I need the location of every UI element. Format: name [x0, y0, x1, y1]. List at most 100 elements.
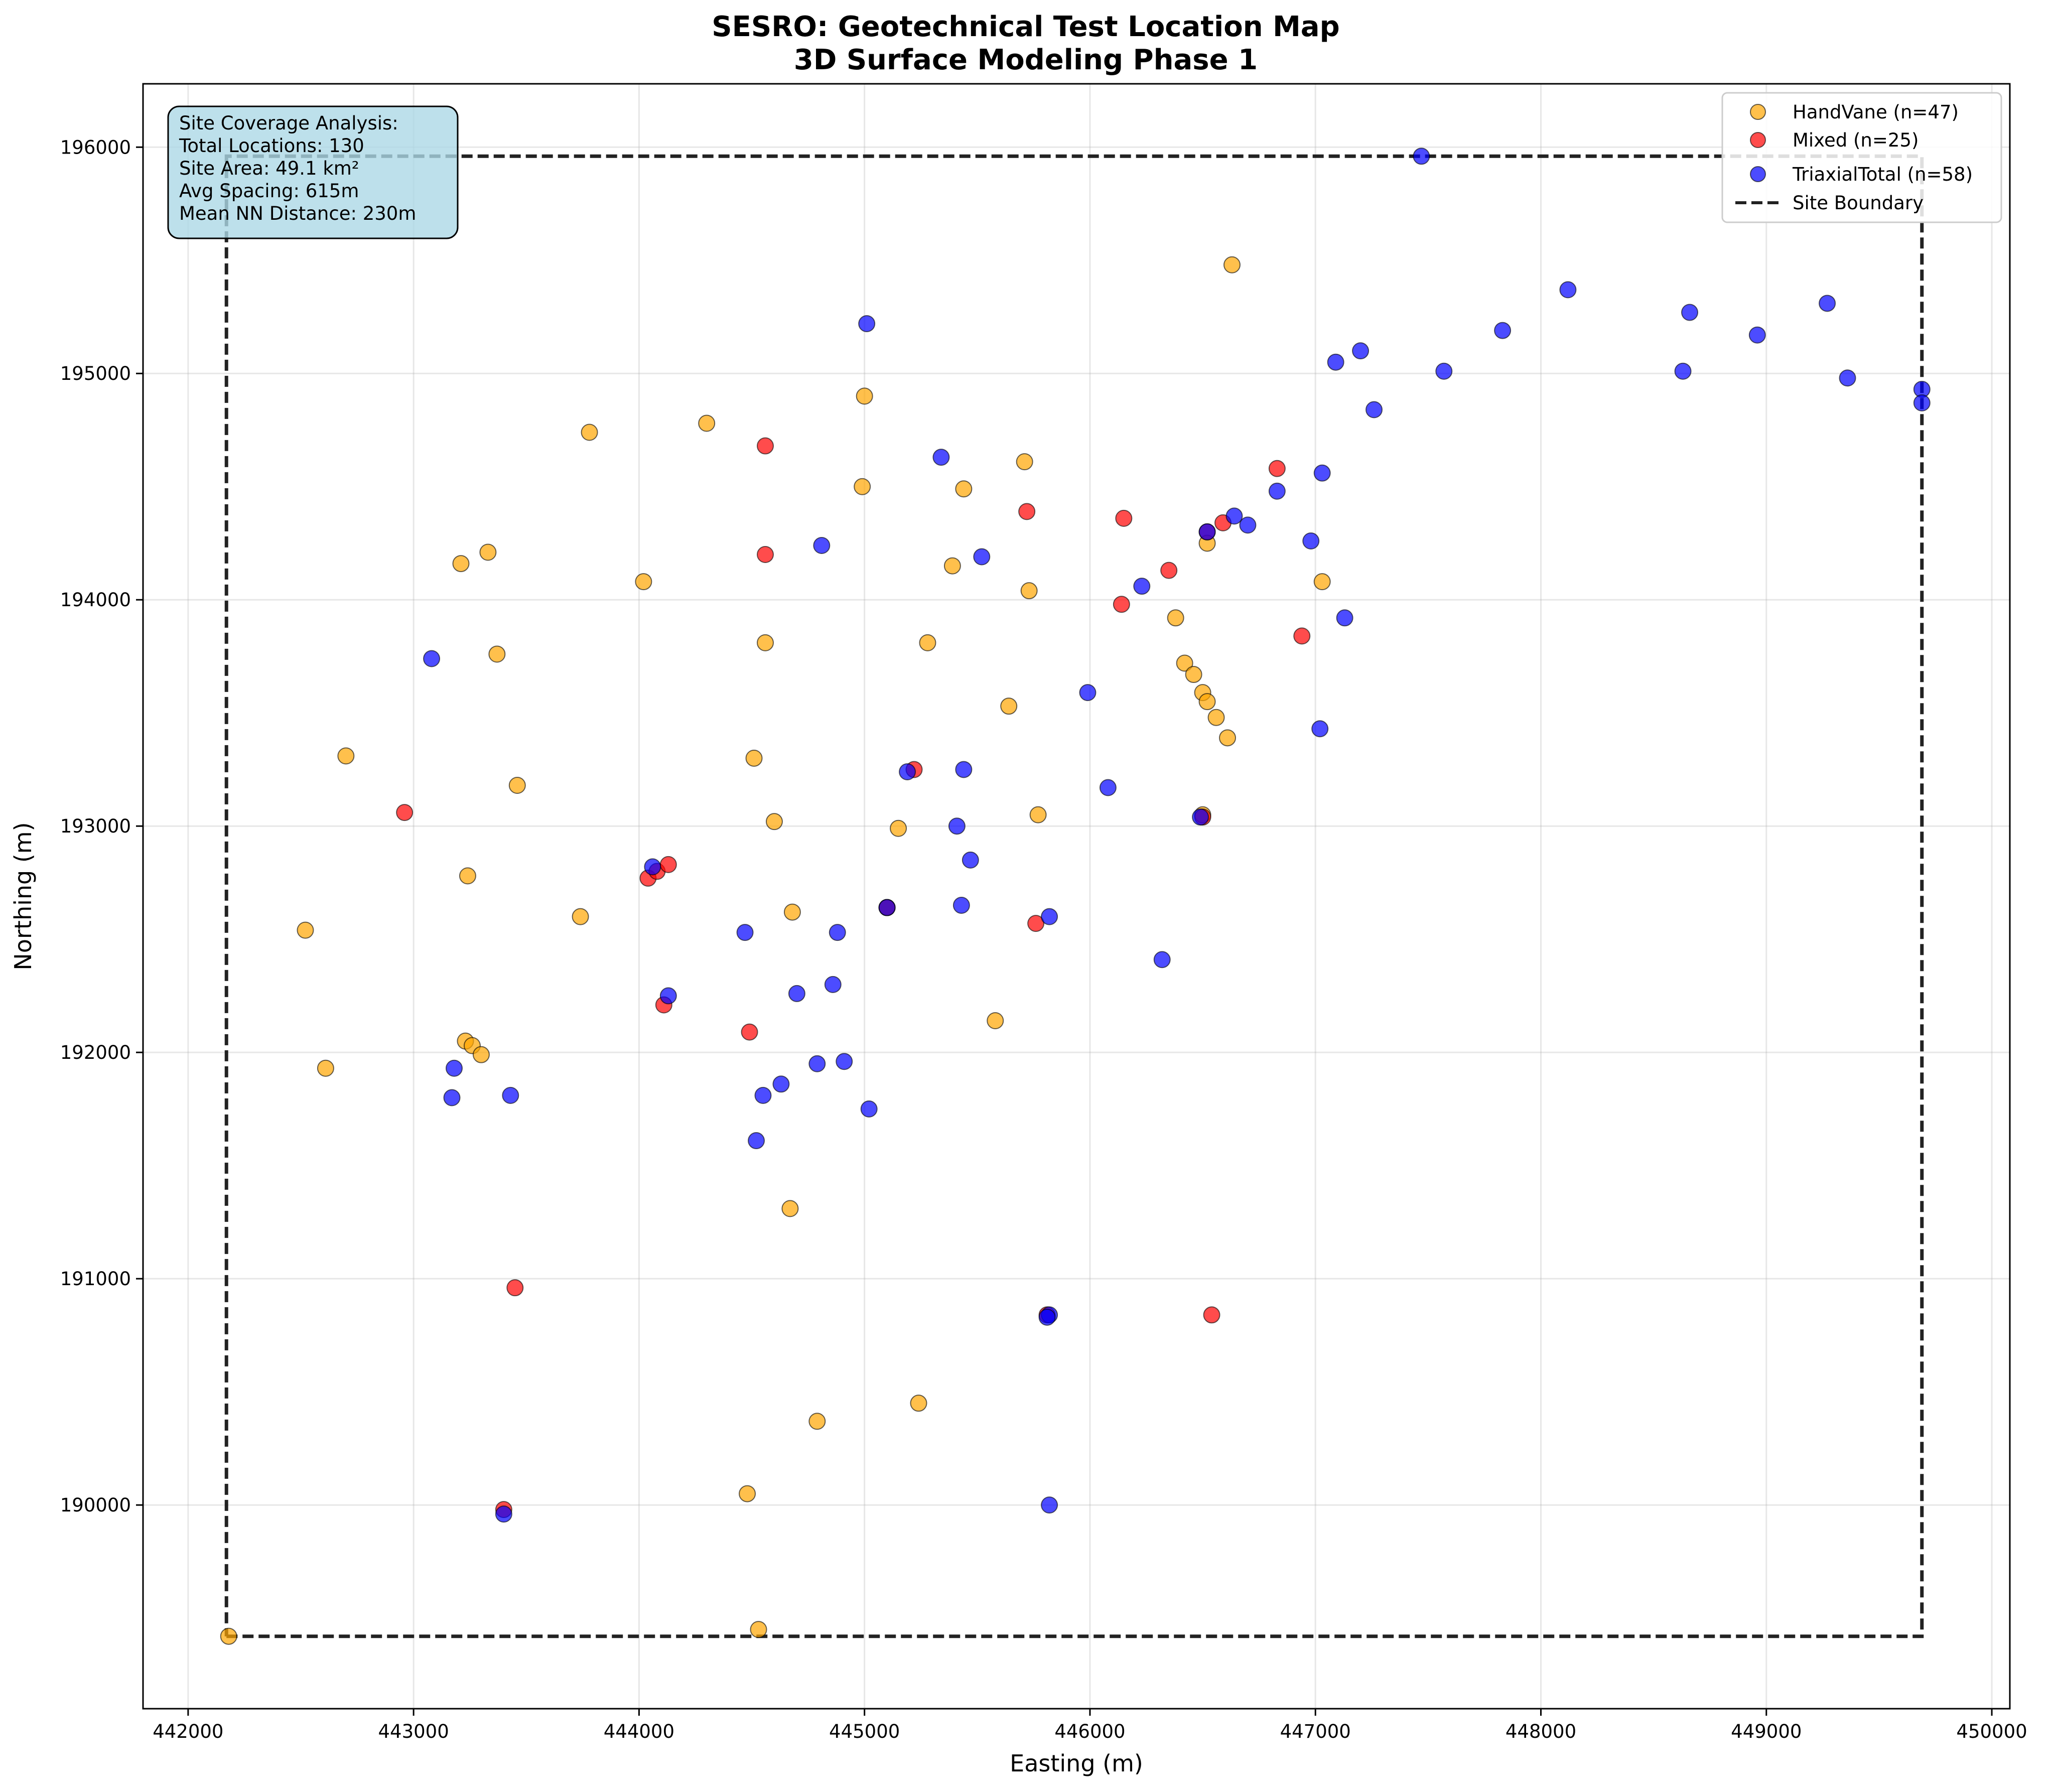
data-point: [1027, 915, 1045, 932]
data-point: [878, 899, 896, 916]
data-point: [1198, 693, 1216, 711]
site-boundary-line: [224, 154, 1924, 1638]
data-point: [1219, 729, 1237, 747]
data-point: [1198, 523, 1216, 540]
data-point: [1313, 573, 1331, 591]
data-point: [1167, 609, 1184, 627]
data-point: [1674, 362, 1692, 380]
data-point: [572, 908, 589, 925]
data-point: [1819, 295, 1836, 312]
x-tick-label: 446000: [1054, 1721, 1125, 1742]
data-point: [635, 573, 652, 591]
data-point: [472, 1046, 490, 1063]
data-point: [813, 536, 831, 554]
data-point: [1115, 509, 1133, 527]
data-point: [317, 1059, 334, 1077]
data-point: [659, 856, 677, 873]
y-tick-label: 190000: [60, 1494, 131, 1516]
data-point: [783, 903, 801, 921]
data-point: [829, 924, 846, 941]
data-point: [858, 315, 876, 333]
data-point: [952, 897, 970, 914]
data-point: [1559, 281, 1577, 299]
x-tick-label: 443000: [378, 1721, 449, 1742]
data-point: [772, 1075, 790, 1093]
data-point: [502, 1086, 519, 1104]
data-point: [748, 1132, 765, 1150]
data-point: [1176, 654, 1193, 672]
data-point: [757, 546, 774, 564]
data-point: [1018, 503, 1036, 520]
data-point: [1268, 482, 1286, 500]
y-tick-label: 193000: [60, 815, 131, 837]
x-axis-label: Easting (m): [1010, 1750, 1143, 1777]
axis-ticks: 442000 443000 444000 445000 446000 447000 4480…: [60, 136, 2027, 1742]
data-point: [836, 1053, 853, 1070]
data-point: [1839, 369, 1856, 387]
data-point: [1192, 808, 1209, 826]
series-2: [423, 148, 1931, 1523]
data-point: [899, 763, 916, 780]
data-point: [955, 761, 973, 778]
info-box: Site Coverage Analysis: Total Locations:…: [167, 105, 459, 239]
info-line-5: Mean NN Distance: 230m: [179, 203, 416, 224]
y-tick-label: 192000: [60, 1042, 131, 1063]
info-line-3: Site Area: 49.1 km²: [179, 158, 359, 179]
data-point: [1133, 578, 1151, 595]
legend-frame: [1721, 92, 2002, 223]
data-point: [659, 987, 677, 1005]
data-point: [765, 813, 783, 831]
data-point: [745, 749, 763, 767]
data-point: [1352, 342, 1370, 360]
data-point: [824, 976, 842, 993]
data-point: [1681, 304, 1699, 321]
data-point: [1494, 322, 1512, 339]
y-tick-label: 191000: [60, 1268, 131, 1290]
data-point: [1336, 609, 1353, 627]
data-point: [808, 1055, 826, 1072]
data-point: [955, 480, 973, 498]
data-point: [1223, 256, 1241, 273]
data-point: [506, 1279, 524, 1297]
data-point: [1207, 709, 1225, 726]
data-point: [757, 437, 774, 455]
data-point: [1913, 394, 1931, 411]
plot-frame: [142, 83, 2011, 1710]
legend-label-mixed: Mixed (n=25): [1793, 129, 1919, 151]
data-point: [1153, 951, 1171, 969]
data-point: [856, 387, 873, 405]
legend-label-triaxialtotal: TriaxialTotal (n=58): [1792, 164, 1973, 185]
data-point: [890, 819, 907, 837]
info-line-1: Site Coverage Analysis:: [179, 112, 398, 134]
data-point: [1000, 698, 1018, 715]
data-point: [1302, 532, 1320, 549]
data-point: [396, 804, 414, 821]
data-point: [1113, 596, 1130, 613]
plot-area-background: [143, 84, 2010, 1709]
data-point: [973, 548, 991, 566]
data-point: [757, 634, 774, 651]
data-point: [788, 985, 805, 1002]
data-point: [919, 634, 936, 651]
data-point: [297, 921, 314, 939]
data-point: [750, 1621, 767, 1638]
data-point: [1029, 806, 1047, 823]
data-point: [1160, 562, 1178, 579]
data-point: [739, 1485, 756, 1502]
info-line-2: Total Locations: 130: [179, 135, 364, 157]
data-point: [452, 555, 470, 573]
data-point: [459, 867, 476, 885]
y-tick-label: 195000: [60, 363, 131, 384]
data-point: [808, 1413, 826, 1430]
scatter-points-layer: [220, 148, 1931, 1645]
data-point: [1041, 1496, 1058, 1514]
x-tick-label: 442000: [153, 1721, 223, 1742]
data-point: [1327, 353, 1344, 371]
data-point: [1313, 464, 1331, 482]
legend-marker-mixed: [1750, 132, 1766, 148]
data-point: [488, 645, 506, 663]
data-point: [337, 747, 355, 765]
data-point: [479, 543, 497, 561]
site-boundary-layer: [224, 154, 1924, 1638]
legend-marker-triaxialtotal: [1750, 166, 1766, 182]
